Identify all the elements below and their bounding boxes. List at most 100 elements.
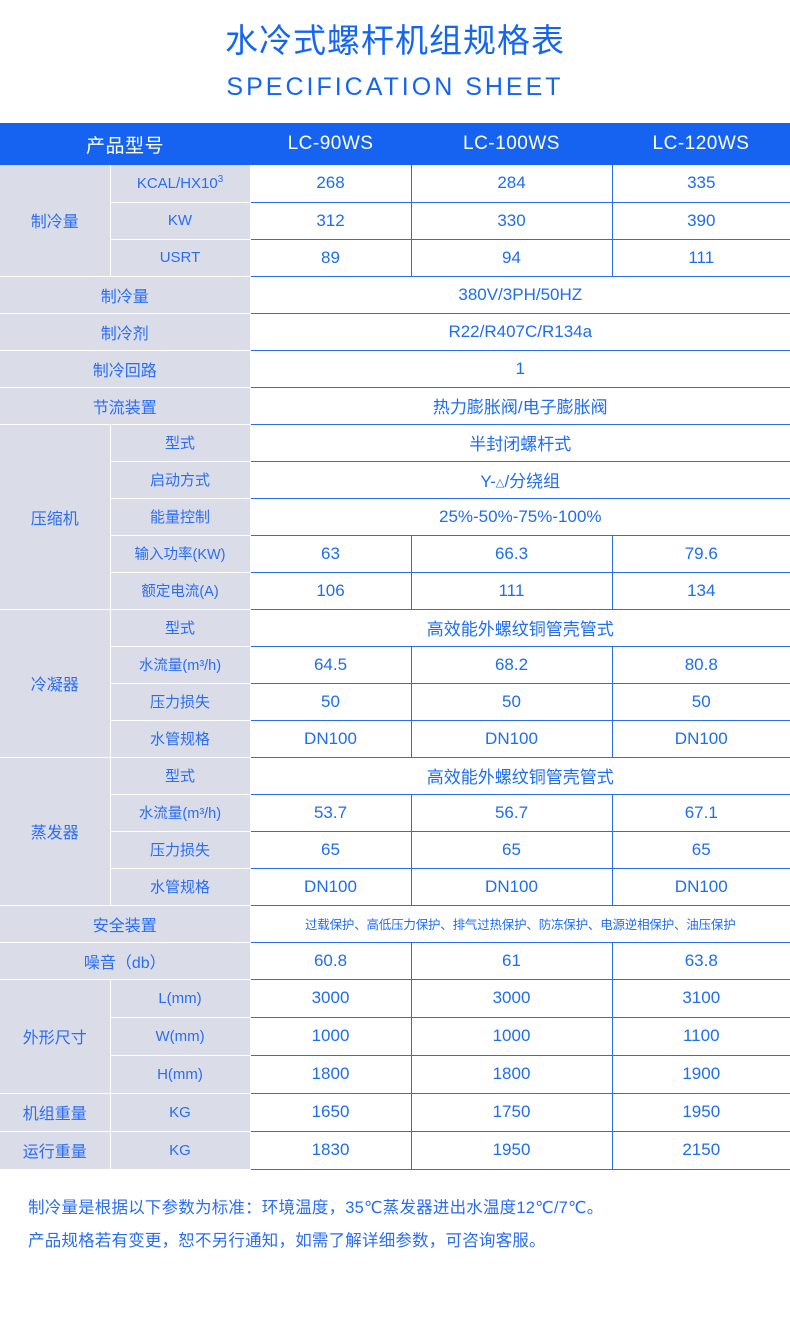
row-label-evaporator-type: 型式: [110, 757, 251, 795]
table-row: 冷凝器 型式 高效能外螺纹铜管壳管式: [0, 609, 790, 758]
specification-table: 产品型号 LC-90WS LC-100WS LC-120WS 制冷量 KCAL/…: [0, 123, 790, 1170]
cell-evaporator-flow-1: 53.7: [250, 794, 412, 832]
compressor-start-post: /分绕组: [504, 472, 561, 491]
cell-condenser-flow-3: 80.8: [612, 646, 790, 684]
table-row: KW 312 330 390: [0, 202, 790, 240]
cell-run-weight-3: 2150: [612, 1131, 790, 1170]
table-row: 水流量(m³/h) 53.7 56.7 67.1: [0, 794, 790, 832]
row-label-dim-length: L(mm): [110, 979, 251, 1018]
cell-dim-height-3: 1900: [612, 1055, 790, 1094]
cell-compressor-current-2: 111: [411, 572, 613, 610]
table-row: 水流量(m³/h) 64.5 68.2 80.8: [0, 646, 790, 684]
cell-dim-width-1: 1000: [250, 1017, 412, 1056]
row-label-compressor-energy: 能量控制: [110, 498, 251, 536]
cell-usrt-2: 94: [411, 239, 613, 277]
cell-noise-3: 63.8: [612, 942, 790, 980]
row-label-condenser-type: 型式: [110, 609, 251, 647]
cell-dim-length-3: 3100: [612, 979, 790, 1018]
row-label-unit-weight: 机组重量: [0, 1093, 111, 1132]
cell-kcal-2: 284: [411, 165, 613, 203]
row-label-safety: 安全装置: [0, 905, 251, 943]
row-label-kcal-sup: 3: [217, 174, 224, 186]
compressor-start-pre: Y-: [480, 472, 496, 491]
cell-dim-width-3: 1100: [612, 1017, 790, 1056]
cell-evaporator-pipe-1: DN100: [250, 868, 412, 906]
cell-unit-weight-1: 1650: [250, 1093, 412, 1132]
row-label-power-supply: 制冷量: [0, 276, 251, 314]
cell-dim-length-1: 3000: [250, 979, 412, 1018]
table-row: 输入功率(KW) 63 66.3 79.6: [0, 535, 790, 573]
cell-usrt-3: 111: [612, 239, 790, 277]
row-label-condenser-loss: 压力损失: [110, 683, 251, 721]
table-row: 压力损失 50 50 50: [0, 683, 790, 721]
table-row: 能量控制 25%-50%-75%-100%: [0, 498, 790, 536]
row-label-circuit: 制冷回路: [0, 350, 251, 388]
cell-condenser-flow-2: 68.2: [411, 646, 613, 684]
table-row: 噪音（db） 60.8 61 63.8: [0, 942, 790, 980]
cell-condenser-loss-3: 50: [612, 683, 790, 721]
cell-evaporator-pipe-2: DN100: [411, 868, 613, 906]
cell-condenser-type: 高效能外螺纹铜管壳管式: [250, 609, 790, 647]
cell-dim-height-1: 1800: [250, 1055, 412, 1094]
table-row: 压力损失 65 65 65: [0, 831, 790, 869]
cell-kw-1: 312: [250, 202, 412, 240]
cell-compressor-energy: 25%-50%-75%-100%: [250, 498, 790, 536]
cell-compressor-type: 半封闭螺杆式: [250, 424, 790, 462]
group-label-cooling-capacity: 制冷量: [0, 165, 111, 277]
footer-note-line-2: 产品规格若有变更，恕不另行通知，如需了解详细参数，可咨询客服。: [28, 1231, 546, 1250]
cell-condenser-loss-1: 50: [250, 683, 412, 721]
row-label-dim-width: W(mm): [110, 1017, 251, 1056]
cell-evaporator-loss-3: 65: [612, 831, 790, 869]
cell-kcal-3: 335: [612, 165, 790, 203]
row-label-condenser-flow: 水流量(m³/h): [110, 646, 251, 684]
header-product-model: 产品型号: [0, 123, 251, 165]
cell-evaporator-flow-2: 56.7: [411, 794, 613, 832]
cell-evaporator-loss-1: 65: [250, 831, 412, 869]
page-title-english: SPECIFICATION SHEET: [226, 73, 564, 101]
table-row: 制冷剂 R22/R407C/R134a: [0, 313, 790, 351]
row-label-usrt: USRT: [110, 239, 251, 277]
cell-kw-2: 330: [411, 202, 613, 240]
cell-condenser-pipe-1: DN100: [250, 720, 412, 758]
group-label-compressor: 压缩机: [0, 424, 111, 610]
row-unit-run-weight: KG: [110, 1131, 251, 1170]
cell-dim-height-2: 1800: [411, 1055, 613, 1094]
group-label-evaporator: 蒸发器: [0, 757, 111, 906]
cell-refrigerant: R22/R407C/R134a: [250, 313, 790, 351]
header-model-3: LC-120WS: [612, 123, 790, 165]
cell-evaporator-type: 高效能外螺纹铜管壳管式: [250, 757, 790, 795]
row-label-noise: 噪音（db）: [0, 942, 251, 980]
cell-circuit: 1: [250, 350, 790, 388]
cell-condenser-pipe-3: DN100: [612, 720, 790, 758]
cell-dim-length-2: 3000: [411, 979, 613, 1018]
cell-compressor-start: Y-△/分绕组: [250, 461, 790, 499]
cell-dim-width-2: 1000: [411, 1017, 613, 1056]
table-row: W(mm) 1000 1000 1100: [0, 1017, 790, 1056]
table-row: 安全装置 过载保护、高低压力保护、排气过热保护、防冻保护、电源逆相保护、油压保护: [0, 905, 790, 943]
table-row: 机组重量 KG 1650 1750 1950: [0, 1093, 790, 1132]
row-label-kw: KW: [110, 202, 251, 240]
row-label-evaporator-pipe: 水管规格: [110, 868, 251, 906]
group-label-dimensions: 外形尺寸: [0, 979, 111, 1094]
table-row: 启动方式 Y-△/分绕组: [0, 461, 790, 499]
page-title-chinese: 水冷式螺杆机组规格表: [225, 22, 565, 59]
cell-compressor-input-2: 66.3: [411, 535, 613, 573]
row-label-compressor-current: 额定电流(A): [110, 572, 251, 610]
cell-unit-weight-2: 1750: [411, 1093, 613, 1132]
table-row: 制冷回路 1: [0, 350, 790, 388]
table-row: 额定电流(A) 106 111 134: [0, 572, 790, 610]
cell-condenser-loss-2: 50: [411, 683, 613, 721]
row-label-compressor-start: 启动方式: [110, 461, 251, 499]
cell-noise-1: 60.8: [250, 942, 412, 980]
cell-run-weight-2: 1950: [411, 1131, 613, 1170]
table-header-row: 产品型号 LC-90WS LC-100WS LC-120WS: [0, 123, 790, 165]
cell-evaporator-flow-3: 67.1: [612, 794, 790, 832]
header-model-2: LC-100WS: [411, 123, 613, 165]
row-label-throttle: 节流装置: [0, 387, 251, 425]
cell-noise-2: 61: [411, 942, 613, 980]
cell-evaporator-loss-2: 65: [411, 831, 613, 869]
cell-compressor-input-3: 79.6: [612, 535, 790, 573]
row-label-evaporator-loss: 压力损失: [110, 831, 251, 869]
table-row: 压缩机 型式 半封闭螺杆式: [0, 424, 790, 610]
row-unit-unit-weight: KG: [110, 1093, 251, 1132]
